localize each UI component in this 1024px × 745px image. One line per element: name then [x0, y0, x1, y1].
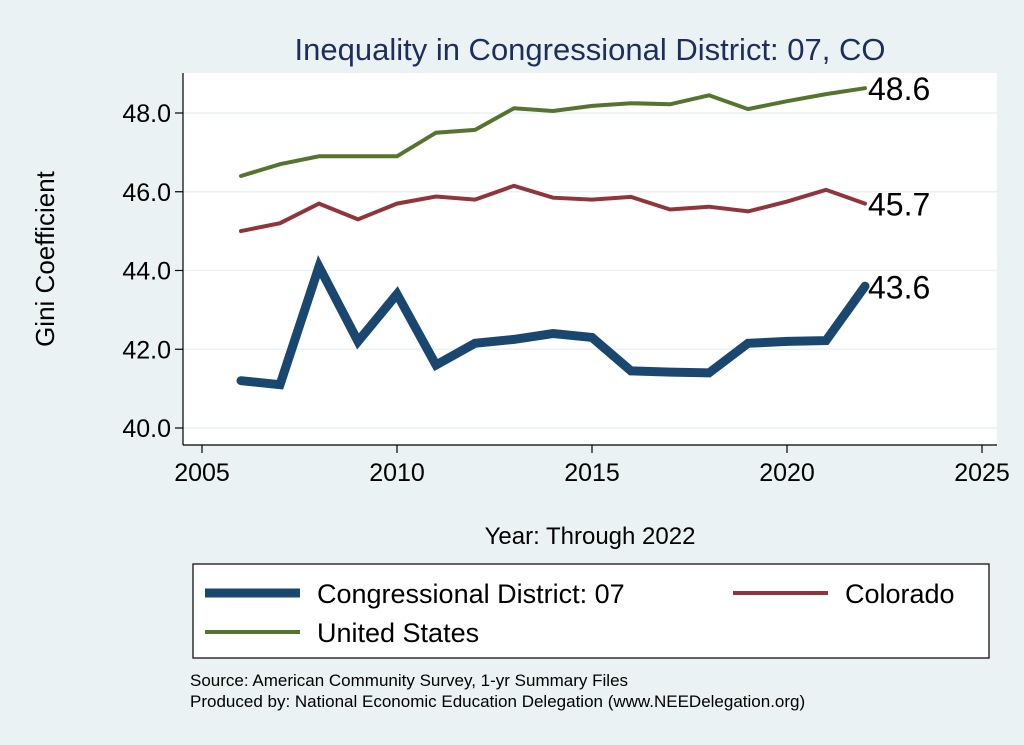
legend-label-district: Congressional District: 07	[317, 579, 625, 609]
y-tick-label: 44.0	[122, 258, 171, 286]
end-label-district: 43.6	[868, 269, 930, 305]
end-label-colorado: 45.7	[868, 187, 930, 223]
legend-box	[192, 563, 990, 659]
legend-label-us: United States	[317, 618, 479, 648]
source-note: Source: American Community Survey, 1-yr …	[190, 671, 628, 690]
y-tick-label: 46.0	[122, 179, 171, 207]
x-tick-label: 2010	[369, 459, 425, 487]
end-labels: 43.6 45.7 48.6	[868, 71, 930, 305]
y-tick-label: 42.0	[122, 336, 171, 364]
series-lines	[236, 86, 870, 390]
legend: Congressional District: 07 Colorado Unit…	[192, 563, 990, 659]
x-axis: 2005 2010 2015 2020 2025	[174, 444, 1010, 487]
x-tick-label: 2005	[174, 459, 230, 487]
plot-area	[183, 73, 997, 445]
end-label-us: 48.6	[868, 71, 930, 107]
y-tick-label: 48.0	[122, 100, 171, 128]
chart-title: Inequality in Congressional District: 07…	[295, 32, 886, 67]
x-axis-title: Year: Through 2022	[485, 523, 696, 550]
produced-by-note: Produced by: National Economic Education…	[190, 692, 805, 711]
x-tick-label: 2025	[954, 459, 1010, 487]
y-axis-title: Gini Coefficient	[30, 170, 60, 347]
legend-label-colorado: Colorado	[845, 579, 955, 609]
y-tick-label: 40.0	[122, 415, 171, 443]
y-axis: 40.0 42.0 44.0 46.0 48.0	[122, 73, 184, 445]
x-tick-label: 2020	[759, 459, 815, 487]
x-tick-label: 2015	[564, 459, 620, 487]
